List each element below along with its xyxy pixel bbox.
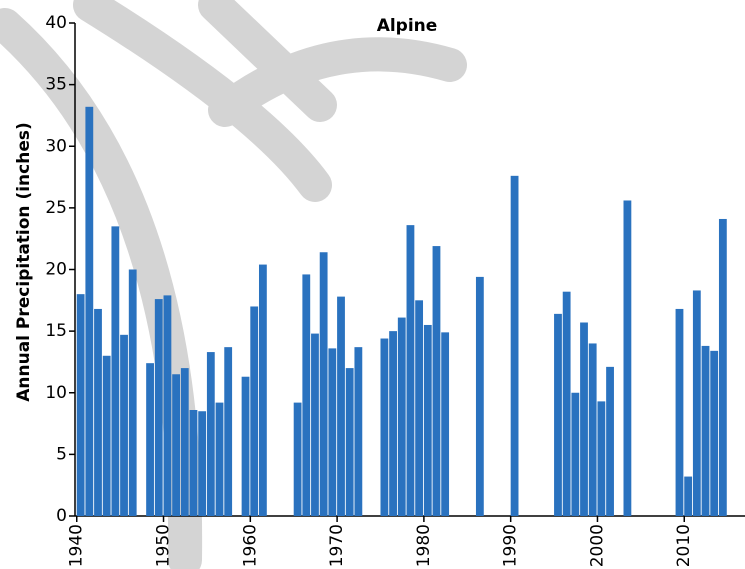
- y-tick-label: 25: [45, 198, 67, 218]
- bar: [128, 269, 137, 516]
- bar: [328, 348, 337, 516]
- bar: [406, 225, 415, 516]
- bar: [224, 347, 233, 516]
- bar: [510, 175, 519, 516]
- bar: [198, 411, 207, 516]
- x-tick-label: 1960: [240, 524, 260, 567]
- bar: [250, 306, 259, 516]
- y-axis-label: Annual Precipitation (inches): [14, 122, 34, 402]
- bar: [215, 402, 224, 516]
- bar: [163, 295, 172, 516]
- bar: [580, 322, 588, 516]
- bar: [154, 299, 163, 516]
- bar: [475, 276, 484, 516]
- bar: [423, 324, 432, 516]
- bar: [415, 300, 424, 516]
- bar: [389, 331, 397, 516]
- y-tick-label: 10: [45, 383, 67, 403]
- bar: [606, 366, 614, 516]
- x-tick-label: 1970: [327, 524, 347, 567]
- bar: [623, 200, 632, 517]
- chart-title: Alpine: [377, 16, 438, 36]
- y-tick-label: 20: [45, 260, 67, 280]
- bar: [111, 226, 120, 517]
- bar: [692, 290, 701, 516]
- bar: [554, 313, 562, 516]
- x-tick-label: 1980: [414, 524, 434, 567]
- x-tick-label: 1950: [154, 524, 174, 567]
- bar: [302, 274, 311, 516]
- bar: [562, 291, 571, 516]
- bar: [102, 355, 111, 516]
- bar: [571, 392, 580, 516]
- bar: [345, 368, 354, 516]
- bar: [311, 333, 319, 516]
- x-tick-label: 2010: [674, 524, 694, 567]
- y-tick-label: 35: [45, 75, 67, 95]
- bar: [441, 332, 450, 516]
- bar: [180, 368, 189, 516]
- bar: [85, 106, 94, 516]
- bar: [397, 317, 406, 516]
- bar: [588, 343, 597, 516]
- bar: [675, 308, 684, 516]
- y-tick-label: 5: [56, 444, 67, 464]
- bar: [597, 401, 606, 516]
- bar: [293, 402, 302, 516]
- bar: [432, 246, 441, 516]
- y-tick-label: 30: [45, 136, 67, 156]
- bar: [701, 345, 710, 516]
- bar: [76, 294, 85, 516]
- x-tick-label: 1990: [501, 524, 521, 567]
- y-tick-label: 40: [45, 13, 67, 33]
- y-tick-label: 15: [45, 321, 67, 341]
- bar: [380, 338, 389, 516]
- x-tick-label: 1940: [67, 524, 87, 567]
- bar: [172, 374, 181, 516]
- bar: [94, 308, 102, 516]
- bar: [718, 218, 727, 516]
- bar: [206, 352, 215, 516]
- y-tick-label: 0: [56, 506, 67, 526]
- bar: [258, 264, 267, 516]
- bar: [189, 410, 198, 516]
- bar: [146, 363, 154, 516]
- bar: [354, 347, 363, 516]
- bar: [241, 376, 250, 516]
- x-tick-label: 2000: [587, 524, 607, 567]
- bar: [120, 334, 128, 516]
- bar: [684, 476, 693, 516]
- bar: [319, 252, 328, 516]
- bar: [710, 350, 719, 516]
- bar: [337, 296, 345, 516]
